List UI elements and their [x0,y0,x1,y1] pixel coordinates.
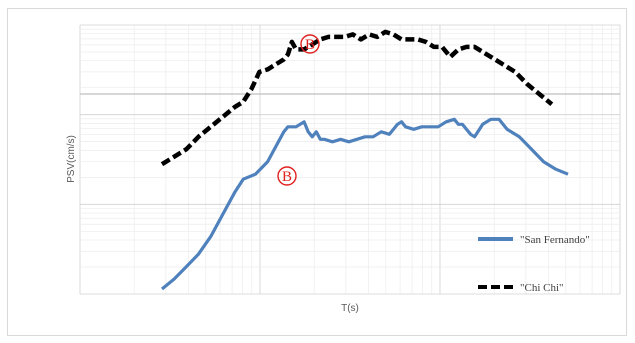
annotation-b-middle-label: B [282,169,292,185]
psv-chart: PSV(cm/s) T(s) "San Fernando" "Chi Chi" … [66,24,621,314]
chart-frame: PSV(cm/s) T(s) "San Fernando" "Chi Chi" … [7,8,627,336]
legend: "San Fernando" "Chi Chi" [478,234,590,294]
series-line-chi-chi [160,29,554,167]
legend-label-chi-chi: "Chi Chi" [520,282,564,294]
grid [79,24,621,295]
annotation-b-middle: B [277,166,297,186]
series-line-san-fernando [160,117,569,291]
annotation-b-top-label: B [305,37,315,53]
y-axis-label: PSV(cm/s) [66,135,77,183]
annotation-b-top: B [300,34,320,54]
series-layer [160,29,569,291]
x-axis-label: T(s) [341,303,359,314]
legend-label-san-fernando: "San Fernando" [520,234,590,246]
